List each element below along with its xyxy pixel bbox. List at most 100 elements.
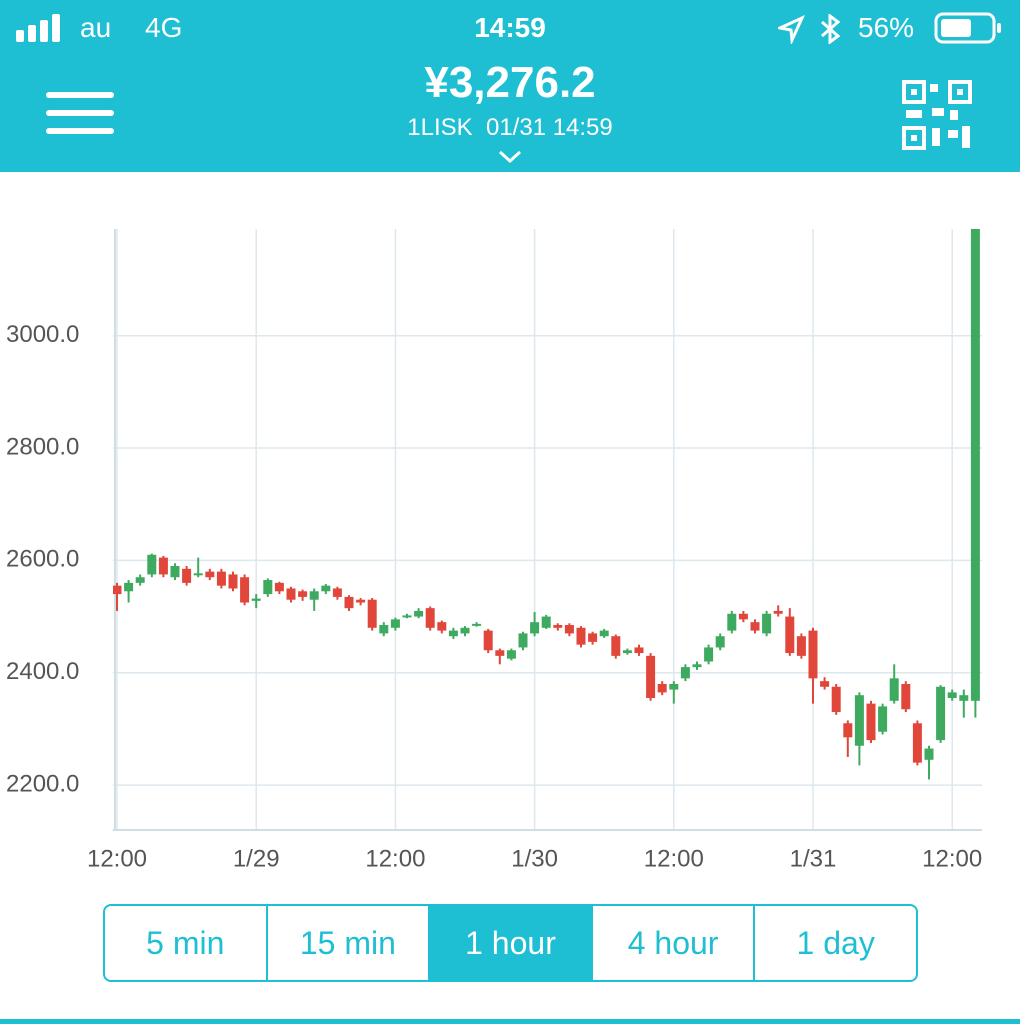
candle-body [298,591,308,597]
candle-body [390,619,400,628]
candle-body [332,588,342,597]
candle-body [367,599,377,628]
candle-body [205,571,215,578]
candle-body [808,630,818,679]
candle-body [854,695,864,746]
candle-body [240,577,250,603]
candle-body [506,650,516,659]
candle-body [495,650,505,656]
candle-body [936,686,946,741]
candle-body [309,591,319,600]
x-tick-label: 12:00 [365,845,425,872]
header: au 4G 14:59 56% ¥3,276.2 1LISK 01/31 14:… [0,0,1020,172]
candle-body [634,647,644,654]
candle-body [611,636,621,656]
candle-body [657,683,667,693]
candle-body [158,557,168,575]
y-tick-label: 2600.0 [6,546,79,573]
expand-chevron[interactable] [498,150,522,164]
signal-icon [16,14,60,42]
x-tick-label: 1/30 [511,845,558,872]
candle-body [425,608,435,628]
menu-button[interactable] [46,92,116,136]
qr-button[interactable] [902,80,972,150]
clock: 14:59 [474,12,546,43]
candle-body [472,623,482,626]
candle-body [576,627,586,645]
price: ¥3,276.2 [424,58,596,107]
candle-body [437,622,447,631]
x-tick-label: 12:00 [922,845,982,872]
network: 4G [145,12,183,43]
candle-body [831,686,841,713]
candle-body [460,627,470,634]
candle-body [924,748,934,760]
candle-body [344,596,354,609]
candle-body [843,723,853,738]
interval-button[interactable]: 1 hour [428,906,591,980]
candle-body [124,582,134,592]
chart: 2200.0 2400.0 2600.0 2800.0 3000.0 12:00 1/29 1… [6,229,982,872]
y-tick-label: 3000.0 [6,321,79,348]
footer-bar [0,1019,1020,1024]
candle-body [379,624,389,634]
candle-body [680,667,690,679]
candle-body [135,577,145,583]
candles [113,229,980,780]
candle-body [553,624,563,628]
candle-body [182,568,192,583]
candle-body [147,554,157,575]
candle-body [113,585,122,595]
candle-body [762,613,772,634]
candle-body [228,574,238,589]
candle-body [704,647,714,662]
candle-body [263,580,273,595]
x-tick-label: 12:00 [87,845,147,872]
candle-body [692,664,702,668]
candle-body [889,678,899,701]
interval-selector: 5 min 15 min 1 hour 4 hour 1 day [103,904,918,982]
candle-body [785,616,795,654]
candle-body [622,650,632,654]
candle-body [878,706,888,732]
candle-body [518,633,528,648]
candle-body [564,624,574,634]
candle-body [947,692,957,699]
candle-body [727,613,737,631]
carrier: au [80,12,112,43]
x-tick-label: 12:00 [644,845,704,872]
location-bluetooth-icons [778,14,841,44]
candle-body [599,630,609,637]
candle-body [796,636,806,656]
price-subtitle: 1LISK 01/31 14:59 [407,114,613,141]
battery-percent: 56% [858,12,915,43]
y-tick-label: 2800.0 [6,433,79,460]
y-tick-label: 2200.0 [6,770,79,797]
candle-body [588,633,598,642]
candle-body [738,613,748,620]
interval-button[interactable]: 15 min [265,906,429,980]
interval-button[interactable]: 4 hour [590,906,754,980]
interval-button[interactable]: 5 min [146,924,225,961]
x-tick-label: 1/29 [233,845,280,872]
candle-body [321,585,331,592]
candle-body [216,571,226,586]
candle-body [773,610,783,614]
candle-body [402,615,412,618]
candle-body [170,566,180,578]
candle-body [750,622,760,631]
candle-body [820,681,830,687]
candle-body [970,229,980,701]
candle-body [912,723,922,763]
y-tick-label: 2400.0 [6,658,79,685]
candle-body [448,630,458,637]
candle-body [669,683,679,690]
candle-body [483,630,493,651]
candle-body [866,703,876,741]
candle-body [541,616,551,628]
candle-body [286,588,296,600]
x-tick-label: 1/31 [790,845,837,872]
interval-button[interactable]: 1 day [753,906,916,980]
candle-body [356,599,366,603]
